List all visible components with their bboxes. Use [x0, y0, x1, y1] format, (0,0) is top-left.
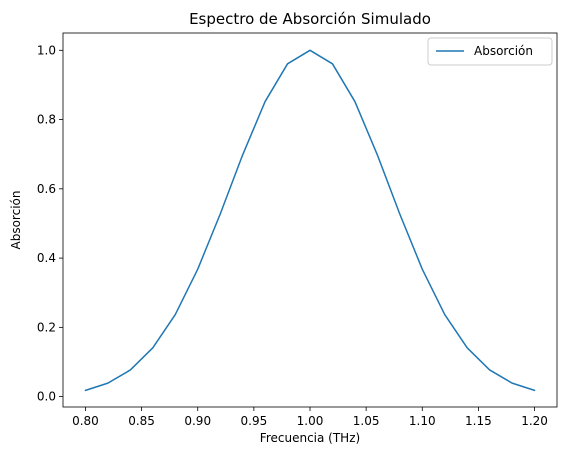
y-axis-ticks: 0.0 0.2 0.4 0.6 0.8 1.0	[37, 43, 63, 404]
y-tick-label: 0.2	[37, 320, 56, 334]
x-tick-label: 0.95	[241, 414, 268, 428]
y-axis-label: Absorción	[9, 191, 23, 250]
plot-area: 0.80 0.85 0.90 0.95 1.00 1.05 1.10 1.15 1.20 0.0…	[37, 32, 558, 428]
y-tick-label: 0.6	[37, 182, 56, 196]
x-tick-label: 1.00	[297, 414, 324, 428]
legend-label-absorcion: Absorción	[474, 44, 533, 58]
plot-frame	[62, 32, 558, 408]
y-tick-label: 1.0	[37, 43, 56, 57]
x-axis-ticks: 0.80 0.85 0.90 0.95 1.00 1.05 1.10 1.15 1.20	[72, 407, 548, 428]
x-tick-label: 1.10	[409, 414, 436, 428]
x-axis-label: Frecuencia (THz)	[260, 431, 360, 445]
legend-box	[427, 37, 553, 66]
y-tick-label: 0.8	[37, 113, 56, 127]
x-tick-label: 1.15	[465, 414, 492, 428]
legend: Absorción	[427, 37, 553, 66]
series-layer	[84, 49, 536, 392]
x-tick-label: 1.20	[521, 414, 548, 428]
x-tick-label: 0.85	[128, 414, 155, 428]
y-tick-label: 0.0	[37, 390, 56, 404]
chart-title: Espectro de Absorción Simulado	[189, 10, 431, 28]
x-tick-label: 0.80	[72, 414, 99, 428]
series-line-absorcion	[84, 49, 536, 392]
x-tick-label: 0.90	[184, 414, 211, 428]
x-tick-label: 1.05	[353, 414, 380, 428]
y-tick-label: 0.4	[37, 251, 56, 265]
